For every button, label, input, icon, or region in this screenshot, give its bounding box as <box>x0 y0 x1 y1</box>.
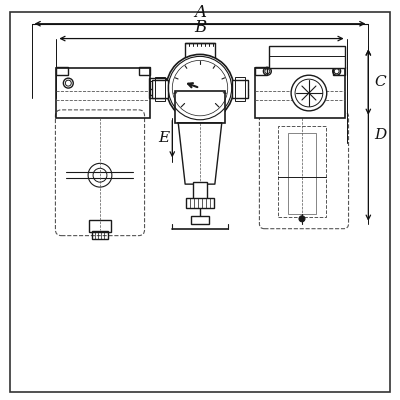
Text: D: D <box>374 128 386 142</box>
Bar <box>89 220 111 232</box>
Bar <box>256 67 267 75</box>
Circle shape <box>291 75 327 111</box>
Bar <box>148 78 166 98</box>
Bar <box>193 182 207 202</box>
Bar <box>269 46 344 68</box>
Bar <box>191 216 209 224</box>
Bar <box>139 67 150 75</box>
Bar <box>150 81 164 95</box>
Polygon shape <box>178 123 222 184</box>
Bar <box>186 198 214 208</box>
Bar <box>56 68 150 118</box>
Bar <box>278 126 326 217</box>
Text: E: E <box>158 130 169 144</box>
Bar <box>232 80 248 98</box>
Text: A: A <box>194 4 206 21</box>
Bar <box>175 91 225 123</box>
Bar <box>92 231 108 238</box>
Bar <box>288 133 316 214</box>
Bar <box>333 67 344 75</box>
Circle shape <box>166 54 234 122</box>
Bar <box>156 77 165 101</box>
Bar <box>256 68 344 118</box>
Bar <box>185 42 215 58</box>
Text: C: C <box>374 75 386 89</box>
Bar <box>235 77 244 101</box>
Text: B: B <box>194 18 206 36</box>
Bar <box>152 80 168 98</box>
Bar <box>56 67 68 75</box>
Circle shape <box>299 216 305 222</box>
